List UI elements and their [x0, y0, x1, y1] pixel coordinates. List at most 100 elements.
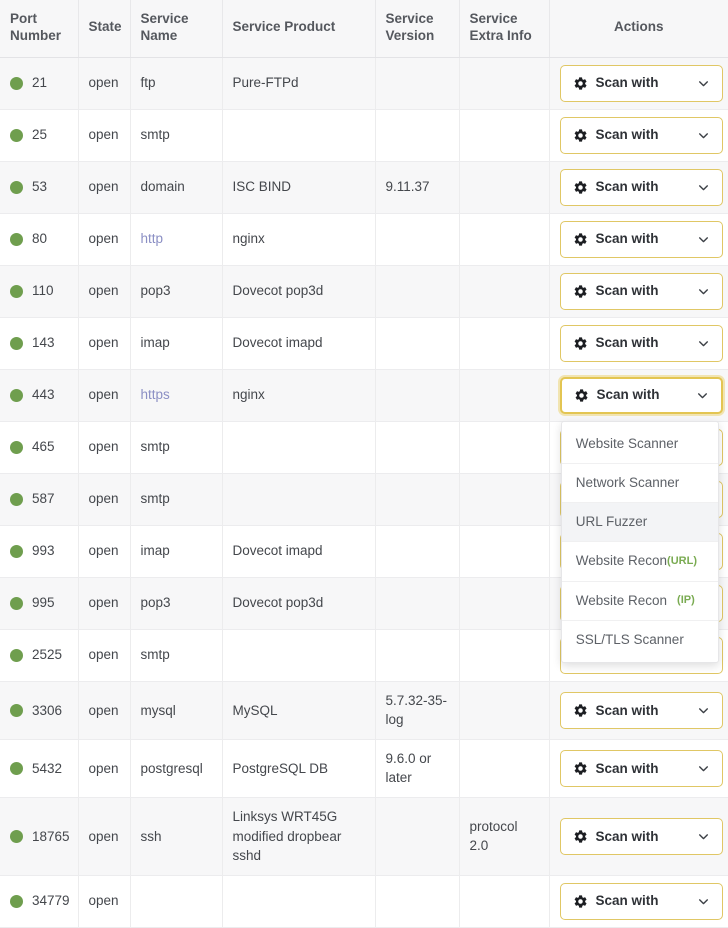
- column-header-service-name: Service Name: [130, 0, 223, 58]
- scan-with-label: Scan with: [595, 283, 659, 299]
- cell-actions: Scan with: [549, 797, 728, 876]
- column-header-service-version: Service Version: [375, 0, 460, 58]
- cell-state: open: [78, 577, 131, 630]
- cell-service-version: [375, 317, 460, 370]
- gear-icon: [573, 829, 588, 844]
- scan-with-label: Scan with: [595, 335, 659, 351]
- cell-service-product: [222, 421, 376, 474]
- scan-with-label: Scan with: [595, 702, 659, 718]
- cell-service-product: Dovecot pop3d: [222, 577, 376, 630]
- dropdown-item-label: Website Recon: [575, 592, 668, 608]
- table-row: 5432 open postgresql PostgreSQL DB 9.6.0 or …: [0, 739, 728, 799]
- scan-with-label: Scan with: [595, 828, 659, 844]
- scan-with-label: Scan with: [595, 893, 659, 909]
- dropdown-item[interactable]: Network Scanner: [561, 464, 718, 504]
- table-header-row: Port Number State Service Name Service P…: [0, 0, 728, 58]
- dropdown-item[interactable]: URL Fuzzer: [561, 503, 718, 543]
- dropdown-item-label: URL Fuzzer: [575, 514, 648, 530]
- scan-with-menu-anchor: Scan with: [559, 817, 723, 855]
- cell-actions: Scan with Website Scanner Network Scanner U…: [549, 369, 728, 663]
- scan-with-menu-anchor: Scan with: [559, 220, 723, 258]
- scan-with-button[interactable]: Scan with: [559, 882, 723, 920]
- scan-with-button[interactable]: Scan with: [559, 272, 723, 310]
- gear-icon: [573, 336, 588, 351]
- cell-service-name: pop3: [130, 577, 223, 630]
- port-open-status-icon: [10, 703, 23, 717]
- gear-icon: [573, 180, 588, 195]
- column-header-actions: Actions: [549, 0, 728, 58]
- port-number-value: 5432: [32, 760, 63, 776]
- port-open-status-icon: [10, 544, 23, 558]
- scan-with-label: Scan with: [595, 179, 659, 195]
- gear-icon: [573, 761, 588, 776]
- scan-with-button[interactable]: Scan with: [559, 324, 723, 362]
- cell-service-product: PostgreSQL DB: [222, 739, 376, 799]
- cell-service-extra-info: [459, 213, 550, 266]
- dropdown-item-badge: (IP): [677, 594, 695, 606]
- scan-with-button[interactable]: Scan with: [559, 749, 723, 787]
- cell-service-name: ftp: [130, 57, 223, 110]
- cell-service-name: https: [130, 369, 223, 422]
- cell-actions: Scan with: [549, 739, 728, 799]
- cell-service-version: [375, 213, 460, 266]
- cell-service-name: imap: [130, 525, 223, 578]
- dropdown-item[interactable]: Website Scanner: [561, 425, 718, 464]
- port-number-value: 143: [32, 335, 55, 351]
- dropdown-item[interactable]: Website Recon (IP): [561, 582, 718, 621]
- port-open-status-icon: [10, 284, 23, 298]
- dropdown-item[interactable]: Website Recon (URL): [561, 542, 718, 582]
- scan-with-button[interactable]: Scan with: [559, 116, 723, 154]
- cell-port-number: 5432: [0, 739, 79, 799]
- cell-service-version: [375, 57, 460, 110]
- scan-with-button[interactable]: Scan with: [559, 64, 723, 102]
- port-number-value: 2525: [32, 647, 63, 663]
- cell-service-product: Dovecot imapd: [222, 525, 376, 578]
- cell-state: open: [78, 265, 131, 318]
- table-row: 53 open domain ISC BIND 9.11.37 Scan with: [0, 161, 728, 214]
- cell-service-version: [375, 109, 460, 162]
- scan-with-menu-anchor: Scan with: [559, 749, 723, 787]
- table-row: 80 open http nginx Scan with: [0, 213, 728, 266]
- cell-actions: Scan with: [549, 161, 728, 214]
- port-open-status-icon: [10, 596, 23, 610]
- table-row: 21 open ftp Pure-FTPd Scan with: [0, 57, 728, 110]
- service-name-link[interactable]: https: [140, 387, 170, 403]
- cell-state: open: [78, 797, 131, 876]
- cell-actions: Scan with: [549, 875, 728, 928]
- table-row: 443 open https nginx Scan with Website Scanne…: [0, 369, 728, 663]
- scan-with-button[interactable]: Scan with: [559, 168, 723, 206]
- scan-with-button[interactable]: Scan with: [559, 817, 723, 855]
- gear-icon: [573, 703, 588, 718]
- cell-actions: Scan with: [549, 109, 728, 162]
- chevron-down-icon: [697, 762, 710, 775]
- scan-with-button[interactable]: Scan with: [559, 376, 723, 414]
- gear-icon: [573, 232, 588, 247]
- cell-state: open: [78, 421, 131, 474]
- cell-service-extra-info: [459, 525, 550, 578]
- dropdown-item[interactable]: SSL/TLS Scanner: [562, 621, 718, 659]
- cell-service-name: http: [130, 213, 223, 266]
- cell-service-version: [375, 525, 460, 578]
- table-row: 3306 open mysql MySQL 5.7.32-35-log Scan with: [0, 681, 728, 740]
- port-number-value: 34779: [32, 893, 70, 909]
- cell-port-number: 443: [0, 369, 79, 422]
- cell-port-number: 21: [0, 57, 79, 110]
- chevron-down-icon: [697, 895, 710, 908]
- scan-with-button[interactable]: Scan with: [559, 220, 723, 258]
- cell-actions: Scan with: [549, 317, 728, 370]
- scan-with-menu-anchor: Scan with: [559, 882, 723, 920]
- chevron-down-icon: [697, 233, 710, 246]
- cell-service-name: mysql: [130, 681, 223, 740]
- cell-actions: Scan with: [549, 681, 728, 740]
- port-open-status-icon: [10, 232, 23, 246]
- service-name-link[interactable]: http: [140, 231, 164, 247]
- port-number-value: 18765: [32, 828, 70, 844]
- cell-port-number: 995: [0, 577, 79, 630]
- cell-service-extra-info: [459, 875, 550, 928]
- port-open-status-icon: [10, 761, 23, 775]
- port-number-value: 110: [32, 283, 54, 299]
- scan-with-button[interactable]: Scan with: [559, 691, 723, 729]
- cell-service-extra-info: [459, 57, 550, 110]
- scan-with-dropdown-menu: Website Scanner Network Scanner URL Fuzzer…: [560, 420, 719, 663]
